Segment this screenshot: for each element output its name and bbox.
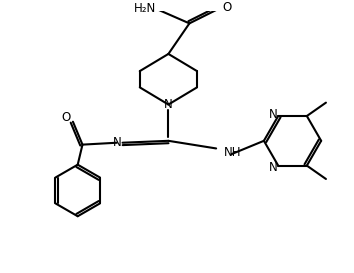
Text: NH: NH <box>224 146 241 159</box>
Text: O: O <box>223 1 232 14</box>
Text: H₂N: H₂N <box>135 2 156 14</box>
Text: N: N <box>269 108 278 121</box>
Text: N: N <box>164 98 173 111</box>
Text: N: N <box>113 136 121 149</box>
Text: O: O <box>62 111 71 124</box>
Text: N: N <box>269 161 278 174</box>
